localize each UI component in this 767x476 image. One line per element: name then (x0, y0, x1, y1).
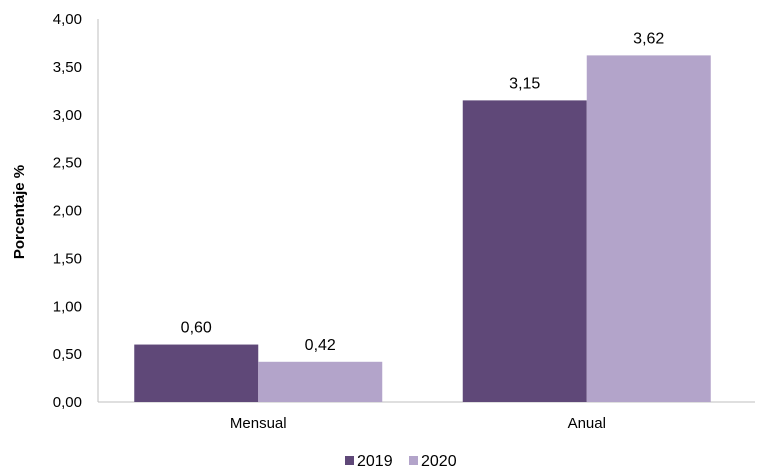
bar-2020-mensual (258, 361, 383, 402)
legend: 2019 2020 (345, 453, 457, 470)
y-tick-label: 1,50 (53, 250, 82, 267)
y-axis-tick-labels: 0,00 0,50 1,00 1,50 2,00 2,50 3,00 3,50 4,00 (53, 11, 82, 411)
y-axis-label: Porcentaje % (11, 165, 28, 259)
y-tick-label: 3,00 (53, 107, 82, 124)
bar-2020-anual (586, 55, 711, 402)
y-tick-label: 2,00 (53, 203, 82, 220)
bar-2019-mensual (134, 344, 259, 402)
bars (134, 55, 711, 402)
data-label-2019-mensual: 0,60 (181, 320, 212, 337)
legend-label-2019: 2019 (357, 453, 393, 470)
data-label-2020-mensual: 0,42 (305, 337, 336, 354)
y-tick-label: 4,00 (53, 11, 82, 28)
data-label-2019-anual: 3,15 (509, 75, 540, 92)
y-tick-label: 3,50 (53, 59, 82, 76)
x-axis-tick-labels: Mensual Anual (230, 415, 606, 432)
x-tick-label-mensual: Mensual (230, 415, 287, 432)
legend-label-2020: 2020 (421, 453, 457, 470)
legend-swatch-2020 (409, 456, 418, 465)
y-tick-label: 0,50 (53, 346, 82, 363)
data-label-2020-anual: 3,62 (633, 30, 664, 47)
bar-2019-anual (462, 100, 587, 402)
legend-swatch-2019 (345, 456, 354, 465)
data-labels: 0,60 0,42 3,15 3,62 (181, 30, 665, 353)
y-tick-label: 2,50 (53, 155, 82, 172)
x-tick-label-anual: Anual (568, 415, 606, 432)
y-tick-label: 0,00 (53, 394, 82, 411)
y-tick-label: 1,00 (53, 298, 82, 315)
